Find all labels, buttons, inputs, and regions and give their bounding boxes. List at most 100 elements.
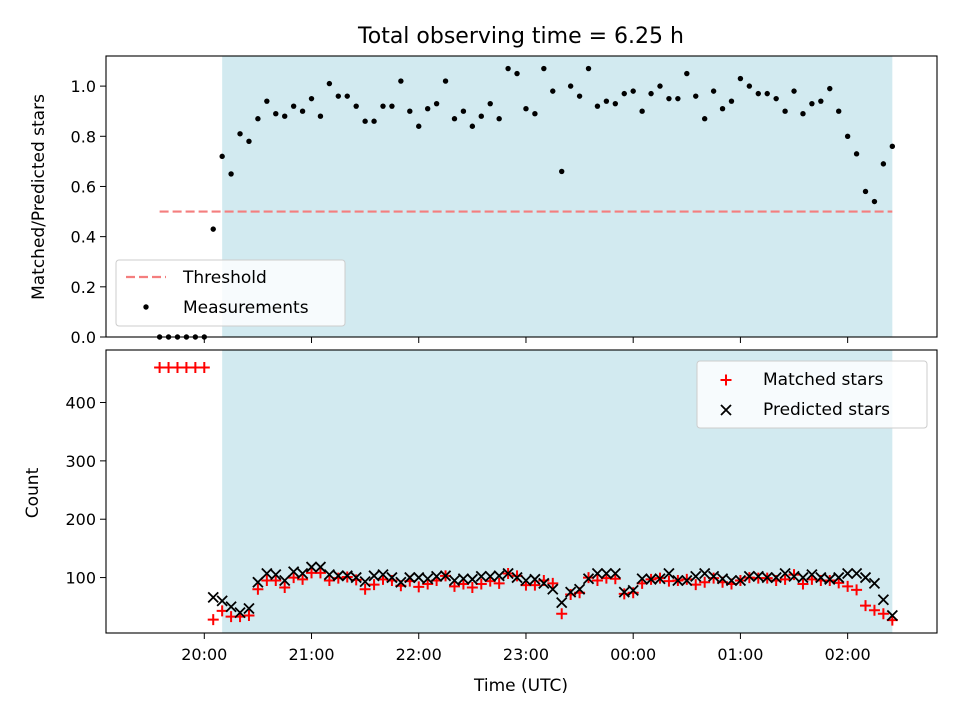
data-point bbox=[460, 108, 467, 114]
data-point bbox=[719, 105, 726, 112]
data-point bbox=[207, 614, 219, 626]
y-tick-label: 400 bbox=[65, 394, 96, 413]
data-point bbox=[871, 198, 878, 205]
data-point bbox=[270, 574, 282, 586]
data-point bbox=[701, 116, 708, 122]
data-point bbox=[332, 572, 344, 584]
legend-predicted-swatch bbox=[720, 404, 732, 416]
data-point bbox=[827, 85, 833, 92]
data-point bbox=[591, 567, 604, 580]
data-point bbox=[567, 83, 574, 89]
data-point bbox=[314, 567, 326, 579]
data-point bbox=[585, 65, 592, 72]
data-point bbox=[273, 111, 279, 117]
data-point bbox=[359, 583, 371, 595]
y-tick-label: 1.0 bbox=[71, 77, 96, 96]
y-tick-label: 0.4 bbox=[71, 228, 96, 247]
data-point bbox=[630, 88, 636, 94]
legend-bottom: Matched stars Predicted stars bbox=[696, 360, 928, 429]
data-point bbox=[270, 569, 282, 581]
data-point bbox=[699, 567, 711, 580]
data-point bbox=[556, 608, 568, 620]
data-point bbox=[550, 88, 556, 94]
data-point bbox=[809, 100, 815, 107]
legend-box bbox=[115, 259, 346, 327]
data-point bbox=[422, 573, 434, 585]
data-point bbox=[877, 594, 890, 606]
data-point bbox=[210, 226, 216, 232]
data-point bbox=[407, 108, 413, 114]
data-point bbox=[290, 103, 297, 109]
data-point bbox=[618, 588, 630, 600]
data-point bbox=[496, 116, 502, 122]
data-point bbox=[565, 588, 577, 600]
data-point bbox=[576, 93, 583, 99]
y-tick-label: 200 bbox=[65, 510, 96, 529]
data-point bbox=[332, 570, 344, 582]
data-point bbox=[791, 88, 797, 94]
data-point bbox=[851, 584, 863, 596]
data-point bbox=[368, 570, 380, 582]
data-point bbox=[416, 123, 422, 129]
bottom-panel: 100 200 300 400 20:00 21:00 22:00 23:00 00:00 01:… bbox=[65, 349, 938, 664]
data-point bbox=[672, 574, 684, 587]
data-point bbox=[693, 93, 699, 99]
y-tick-label: 300 bbox=[65, 452, 96, 471]
data-point bbox=[237, 131, 243, 137]
data-point bbox=[282, 113, 288, 119]
data-point bbox=[645, 573, 657, 585]
data-point bbox=[818, 98, 824, 104]
data-point bbox=[487, 100, 493, 107]
data-point bbox=[279, 574, 291, 587]
data-point bbox=[728, 98, 735, 104]
data-point bbox=[788, 570, 800, 583]
top-panel: 0.0 0.2 0.4 0.6 0.8 1.0 Threshold Measurements bbox=[71, 55, 938, 347]
data-point bbox=[484, 570, 496, 583]
legend-matched-swatch bbox=[720, 374, 732, 386]
data-point bbox=[422, 578, 434, 590]
x-tick-label: 20:00 bbox=[181, 645, 227, 664]
data-point bbox=[559, 168, 565, 175]
data-point bbox=[255, 116, 261, 122]
data-point bbox=[734, 574, 747, 587]
data-point bbox=[451, 116, 458, 122]
y-tick-label: 0.6 bbox=[71, 177, 96, 196]
data-point bbox=[252, 583, 264, 595]
y-tick-label: 0.8 bbox=[71, 127, 96, 146]
data-point bbox=[466, 581, 478, 593]
data-point bbox=[707, 570, 720, 583]
data-point bbox=[609, 573, 621, 585]
data-point bbox=[860, 600, 872, 612]
data-point bbox=[493, 570, 505, 582]
data-point bbox=[395, 576, 407, 588]
data-point bbox=[457, 573, 470, 585]
data-point bbox=[475, 570, 487, 583]
data-point bbox=[868, 604, 880, 616]
data-point bbox=[755, 90, 761, 97]
data-point bbox=[371, 118, 377, 124]
data-point bbox=[219, 153, 225, 160]
data-point bbox=[853, 151, 860, 157]
data-point bbox=[514, 70, 520, 77]
data-point bbox=[591, 574, 603, 586]
data-point bbox=[424, 105, 431, 112]
data-point bbox=[326, 80, 333, 87]
data-point bbox=[654, 573, 666, 585]
data-point bbox=[547, 583, 559, 595]
data-point bbox=[699, 576, 711, 588]
data-point bbox=[627, 587, 639, 599]
data-point bbox=[243, 602, 255, 615]
legend-threshold-label: Threshold bbox=[182, 268, 267, 288]
data-point bbox=[842, 567, 854, 580]
data-point bbox=[681, 574, 693, 587]
data-point bbox=[261, 567, 273, 580]
data-point bbox=[746, 83, 753, 89]
data-point bbox=[710, 88, 717, 94]
data-point bbox=[448, 580, 460, 592]
data-point bbox=[252, 576, 264, 588]
data-point bbox=[466, 573, 478, 585]
data-point bbox=[234, 606, 246, 619]
data-point bbox=[761, 571, 773, 584]
data-point bbox=[609, 567, 621, 580]
data-point bbox=[243, 609, 255, 621]
